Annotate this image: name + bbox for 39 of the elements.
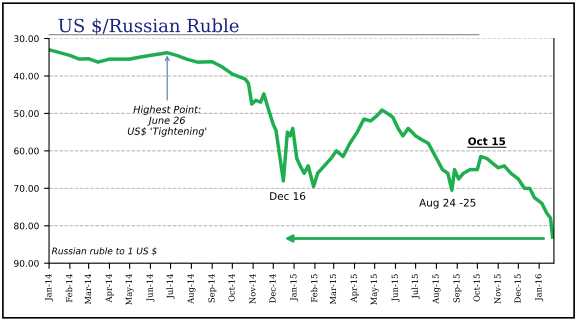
- y-tick-label: 90.00: [14, 260, 39, 267]
- chart-title: US $/Russian Ruble: [58, 18, 239, 35]
- y-tick-label: 50.00: [14, 110, 39, 117]
- annotation: Aug 24 -25: [419, 198, 476, 209]
- x-tick-label: Dec-14: [269, 274, 276, 303]
- x-tick-label: Nov-15: [494, 274, 501, 304]
- y-tick-label: 30.00: [14, 35, 39, 42]
- x-tick-label: Jul-14: [166, 274, 175, 300]
- y-tick-label: 70.00: [14, 185, 39, 192]
- annotation: Dec 16: [270, 192, 306, 200]
- x-tick-label: Apr-15: [350, 274, 359, 302]
- annotation: Highest Point: June 26 US$ 'Tightening': [128, 106, 206, 137]
- x-tick-label: Sep-15: [453, 274, 462, 302]
- y-tick-label: 80.00: [14, 222, 39, 230]
- x-tick-label: Feb-15: [310, 274, 318, 302]
- x-tick-label: Jan-16: [535, 274, 544, 302]
- x-tick-label: Mar-15: [330, 274, 336, 304]
- x-tick-label: Oct-15: [474, 274, 480, 302]
- x-tick-label: Sep-14: [208, 274, 216, 302]
- x-tick-label: Aug-15: [432, 274, 440, 304]
- y-tick-label: 40.00: [14, 72, 39, 80]
- x-tick-label: Apr-14: [106, 274, 114, 302]
- x-tick-label: Jan-15: [290, 274, 298, 302]
- x-tick-label: Jun-14: [146, 274, 154, 302]
- x-tick-label: Jun-15: [392, 274, 400, 302]
- x-tick-label: Feb-14: [66, 274, 72, 302]
- line-series: [49, 48, 554, 239]
- x-tick-label: Aug-14: [187, 274, 196, 304]
- annotation: Oct 15: [468, 137, 506, 146]
- x-tick-label: Dec-15: [514, 274, 521, 303]
- x-tick-label: Jan-14: [45, 274, 54, 302]
- x-tick-label: Nov-14: [249, 274, 256, 304]
- x-tick-label: Oct-14: [228, 274, 235, 302]
- x-tick-label: May-15: [370, 274, 379, 305]
- x-tick-label: Jul-15: [412, 274, 420, 300]
- x-tick-label: Mar-14: [84, 274, 92, 304]
- y-tick-label: 60.00: [14, 148, 39, 154]
- annotation: Russian ruble to 1 US $: [52, 247, 157, 256]
- x-tick-label: May-14: [126, 274, 134, 305]
